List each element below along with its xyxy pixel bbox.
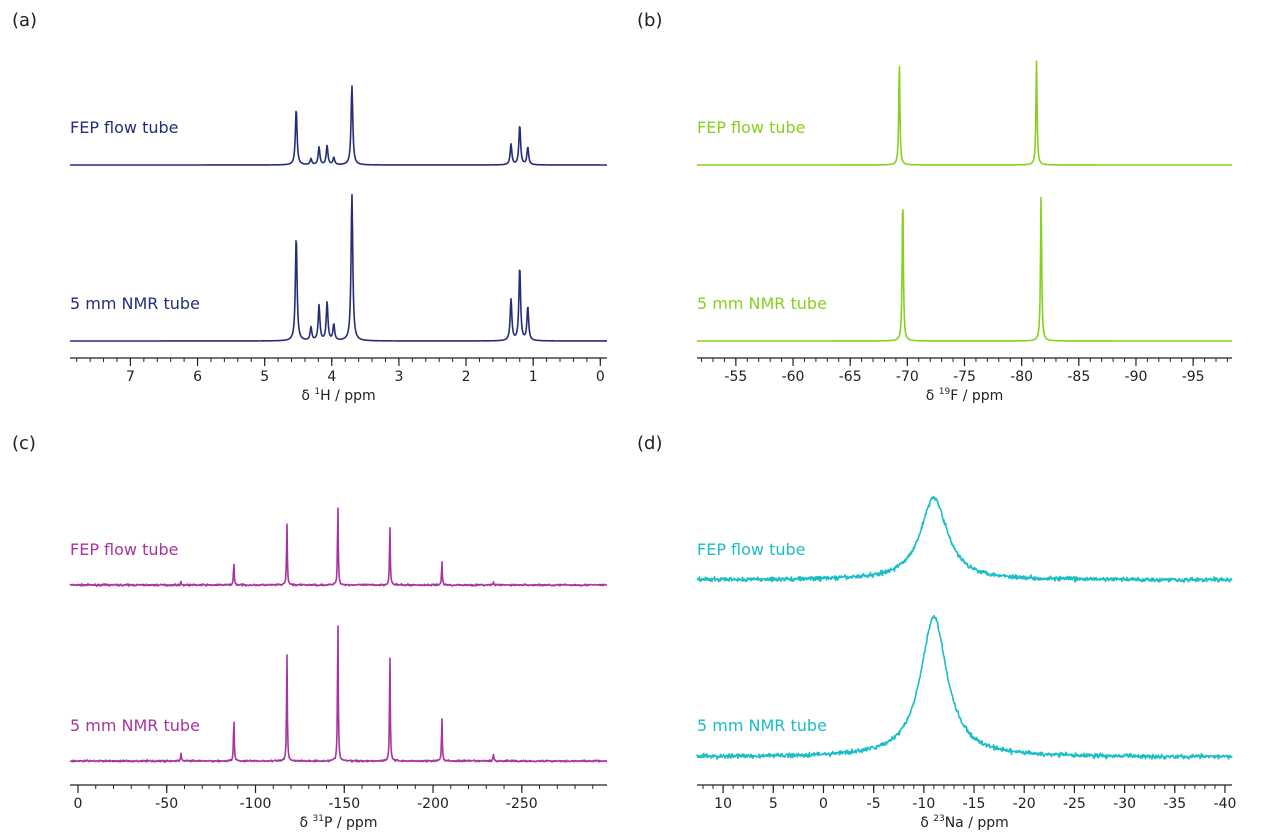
x-axis-title: δ 31P / ppm xyxy=(300,814,378,831)
x-tick-label: -50 xyxy=(155,796,178,812)
series-label: 5 mm NMR tube xyxy=(70,716,200,735)
x-axis-title: δ 23Na / ppm xyxy=(920,814,1009,831)
x-tick-label: -85 xyxy=(1067,369,1090,385)
series-label: 5 mm NMR tube xyxy=(697,716,827,735)
x-axis-title-prefix: δ xyxy=(920,815,933,831)
x-tick-label: -70 xyxy=(896,369,919,385)
series-label: 5 mm NMR tube xyxy=(697,294,827,313)
x-axis-title: δ 1H / ppm xyxy=(301,387,375,404)
x-tick-label: -25 xyxy=(1063,796,1086,812)
x-tick-label: -5 xyxy=(867,796,881,812)
x-tick-label: -150 xyxy=(328,796,360,812)
x-tick-label: -80 xyxy=(1010,369,1033,385)
panel-b: (b) FEP flow tube 5 mm NMR tube -55 -60 -65 -7… xyxy=(637,10,1233,404)
x-tick-label: -60 xyxy=(782,369,805,385)
spectrum-line-5mm-nmr-tube xyxy=(696,196,1233,342)
spectrum-line-fep-flow-tube xyxy=(69,85,608,166)
x-tick-label: 0 xyxy=(596,369,605,385)
x-axis-title-isotope: 1 xyxy=(314,387,320,397)
series-label: FEP flow tube xyxy=(697,118,806,137)
x-tick-label: 6 xyxy=(193,369,202,385)
x-tick-label: 3 xyxy=(394,369,403,385)
x-tick-label: 5 xyxy=(260,369,269,385)
x-tick-label: -65 xyxy=(839,369,862,385)
x-axis-title-isotope: 23 xyxy=(933,814,944,824)
x-tick-label: -90 xyxy=(1125,369,1148,385)
panel-label: (d) xyxy=(637,433,662,454)
panel-a: (a) FEP flow tube 5 mm NMR tube 7 6 5 4 3 2 1 0 δ 1… xyxy=(12,10,608,404)
x-tick-label: -200 xyxy=(417,796,449,812)
x-tick-label: -40 xyxy=(1214,796,1237,812)
x-tick-label: -100 xyxy=(240,796,272,812)
x-tick-label: -20 xyxy=(1013,796,1036,812)
x-tick-label: 1 xyxy=(529,369,538,385)
x-tick-label: -35 xyxy=(1163,796,1186,812)
panel-label: (a) xyxy=(12,10,37,31)
spectrum-line-fep-flow-tube xyxy=(696,495,1233,583)
spectrum-line-fep-flow-tube xyxy=(69,507,608,588)
x-tick-label: 7 xyxy=(126,369,135,385)
x-axis-title-isotope: 19 xyxy=(939,387,951,397)
series-label: FEP flow tube xyxy=(70,540,179,559)
x-tick-label: 2 xyxy=(462,369,471,385)
spectrum-line-5mm-nmr-tube xyxy=(69,625,608,763)
panel-d: (d) FEP flow tube 5 mm NMR tube 10 5 0 -5 -10 -1… xyxy=(637,433,1236,831)
series-label: 5 mm NMR tube xyxy=(70,294,200,313)
x-axis-title-prefix: δ xyxy=(926,388,939,404)
x-axis-title: δ 19F / ppm xyxy=(926,387,1004,404)
spectrum-line-5mm-nmr-tube xyxy=(696,614,1233,760)
x-axis-title-unit: H / ppm xyxy=(320,388,376,404)
x-tick-label: -95 xyxy=(1182,369,1205,385)
x-axis-title-prefix: δ xyxy=(301,388,314,404)
panel-label: (b) xyxy=(637,10,662,31)
x-axis-title-prefix: δ xyxy=(300,815,313,831)
panel-c: (c) FEP flow tube 5 mm NMR tube 0 -50 -100 -15… xyxy=(12,433,608,831)
x-tick-label: -10 xyxy=(912,796,935,812)
x-tick-label: -15 xyxy=(963,796,986,812)
x-tick-label: 4 xyxy=(327,369,336,385)
x-axis-title-unit: P / ppm xyxy=(324,815,377,831)
x-tick-label: -30 xyxy=(1113,796,1136,812)
x-tick-label: -250 xyxy=(506,796,538,812)
x-tick-label: 5 xyxy=(769,796,778,812)
x-tick-label: -75 xyxy=(953,369,976,385)
spectrum-line-5mm-nmr-tube xyxy=(69,193,608,342)
x-tick-label: 0 xyxy=(819,796,828,812)
x-tick-label: 0 xyxy=(74,796,83,812)
x-tick-label: -55 xyxy=(724,369,747,385)
series-label: FEP flow tube xyxy=(697,540,806,559)
x-axis-title-unit: Na / ppm xyxy=(945,815,1009,831)
x-axis-title-isotope: 31 xyxy=(313,814,324,824)
spectrum-line-fep-flow-tube xyxy=(696,60,1233,166)
series-label: FEP flow tube xyxy=(70,118,179,137)
x-axis-title-unit: F / ppm xyxy=(950,388,1003,404)
x-tick-label: 10 xyxy=(714,796,732,812)
panel-label: (c) xyxy=(12,433,36,454)
